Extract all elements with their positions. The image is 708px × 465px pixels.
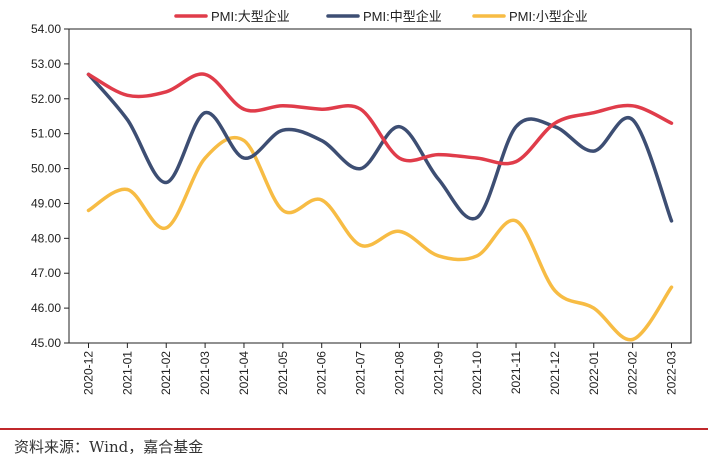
x-tick-label: 2021-05: [276, 351, 290, 395]
x-tick-label: 2022-01: [587, 351, 601, 395]
x-tick-label: 2022-02: [626, 351, 640, 395]
series-line-3: [86, 135, 674, 342]
y-tick-label: 45.00: [31, 336, 61, 350]
pmi-line-chart: PMI:大型企业 PMI:中型企业 PMI:小型企业 45.00 46.00 47.00…: [31, 9, 692, 395]
x-tick-label: 2021-04: [237, 351, 251, 395]
y-tick-label: 46.00: [31, 301, 61, 315]
x-tick-label: 2020-12: [82, 351, 96, 395]
plot-area-frame: [68, 28, 692, 344]
legend-label: PMI:小型企业: [509, 9, 588, 24]
source-note: 资料来源：Wind，嘉合基金: [14, 438, 204, 456]
x-tick-label: 2021-07: [354, 351, 368, 395]
series-line-2: [86, 72, 674, 223]
legend-label: PMI:大型企业: [211, 9, 290, 24]
y-axis-ticks: 45.00 46.00 47.00 48.00 49.00 50.00 51.00 52.00…: [31, 22, 69, 350]
x-tick-label: 2021-08: [392, 351, 406, 395]
series-lines: [86, 72, 674, 342]
x-axis-ticks: 2020-12 2021-01 2021-02 2021-03 2021-04 2021-…: [82, 343, 679, 395]
x-tick-label: 2022-03: [665, 351, 679, 395]
footer-divider: [0, 428, 708, 430]
y-tick-label: 54.00: [31, 22, 61, 36]
y-tick-label: 48.00: [31, 231, 61, 245]
x-tick-label: 2021-03: [198, 351, 212, 395]
y-tick-label: 49.00: [31, 196, 61, 210]
y-tick-label: 52.00: [31, 92, 61, 106]
x-tick-label: 2021-10: [470, 351, 484, 395]
y-tick-label: 53.00: [31, 57, 61, 71]
series-line-1: [86, 72, 674, 166]
legend-label: PMI:中型企业: [363, 9, 442, 24]
x-tick-label: 2021-06: [315, 351, 329, 395]
chart-legend: PMI:大型企业 PMI:中型企业 PMI:小型企业: [174, 9, 588, 24]
x-tick-label: 2021-11: [509, 351, 523, 394]
x-tick-label: 2021-01: [120, 351, 134, 395]
y-tick-label: 47.00: [31, 266, 61, 280]
y-tick-label: 51.00: [31, 127, 61, 141]
y-tick-label: 50.00: [31, 162, 61, 176]
x-tick-label: 2021-09: [431, 351, 445, 395]
x-tick-label: 2021-12: [548, 351, 562, 395]
x-tick-label: 2021-02: [159, 351, 173, 395]
